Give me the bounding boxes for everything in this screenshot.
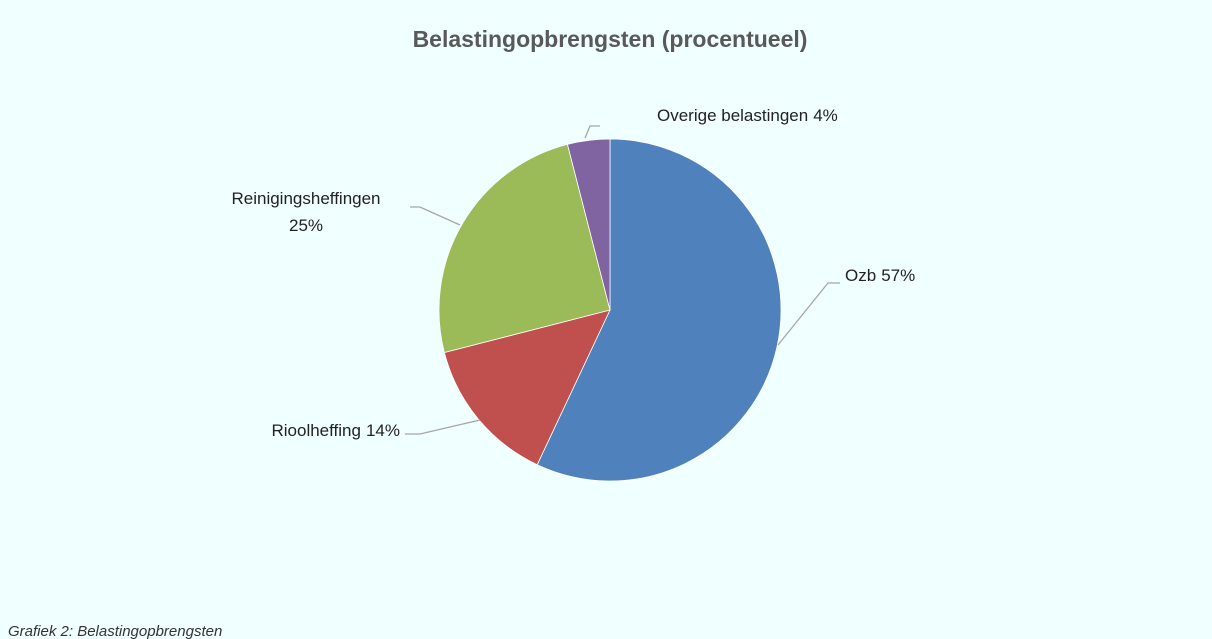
data-label: Reinigingsheffingen 25% <box>231 189 380 235</box>
label-category: Reinigingsheffingen <box>231 189 380 208</box>
label-category: Rioolheffing <box>271 421 360 440</box>
data-label: Overige belastingen 4% <box>657 106 838 125</box>
pie-slice <box>438 143 611 354</box>
data-label: Ozb 57% <box>845 266 915 285</box>
label-category: Ozb <box>845 266 876 285</box>
data-label: Rioolheffing 14% <box>271 421 400 440</box>
pie-slice <box>536 138 782 482</box>
pie-slice <box>443 309 611 466</box>
pie-slice <box>566 138 611 311</box>
leader-line <box>410 206 461 226</box>
chart-title: Belastingopbrengsten (procentueel) <box>413 26 808 52</box>
label-value: 25% <box>289 216 323 235</box>
caption: Grafiek 2: Belastingopbrengsten <box>8 623 222 639</box>
label-value: 4% <box>813 106 838 125</box>
label-value: 14% <box>366 421 400 440</box>
leader-line <box>405 419 481 435</box>
leader-line <box>584 125 600 139</box>
label-category: Overige belastingen <box>657 106 808 125</box>
leader-line <box>777 282 840 346</box>
label-value: 57% <box>881 266 915 285</box>
